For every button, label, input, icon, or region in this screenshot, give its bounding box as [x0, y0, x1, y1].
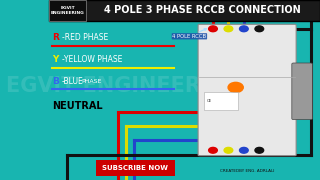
Circle shape	[255, 26, 264, 32]
Circle shape	[209, 26, 217, 32]
FancyBboxPatch shape	[49, 0, 86, 21]
Circle shape	[224, 26, 233, 32]
FancyBboxPatch shape	[96, 160, 174, 176]
Text: Y: Y	[52, 55, 59, 64]
Circle shape	[240, 26, 248, 32]
Text: -BLUE: -BLUE	[62, 76, 84, 86]
Circle shape	[209, 147, 217, 153]
Text: SUBSCRIBE NOW: SUBSCRIBE NOW	[102, 165, 168, 171]
Text: CREATEDBY ENG. ADRLALI: CREATEDBY ENG. ADRLALI	[220, 169, 274, 173]
FancyBboxPatch shape	[292, 63, 312, 120]
Text: B: B	[52, 76, 59, 86]
FancyBboxPatch shape	[49, 0, 320, 21]
FancyBboxPatch shape	[204, 92, 238, 110]
Text: -RED PHASE: -RED PHASE	[62, 33, 108, 42]
Text: PHASE: PHASE	[81, 78, 101, 84]
FancyBboxPatch shape	[198, 24, 296, 156]
Text: NEUTRAL: NEUTRAL	[52, 101, 103, 111]
Text: EGVIT
ENGINEERING: EGVIT ENGINEERING	[51, 6, 84, 15]
Circle shape	[240, 147, 248, 153]
Circle shape	[228, 82, 243, 93]
Text: EGVIT ENGINEERING: EGVIT ENGINEERING	[6, 76, 244, 96]
Circle shape	[255, 147, 264, 153]
Text: CE: CE	[207, 99, 212, 103]
Text: R: R	[52, 33, 59, 42]
Text: 4 POLE 3 PHASE RCCB CONNECTION: 4 POLE 3 PHASE RCCB CONNECTION	[104, 5, 300, 15]
Text: -YELLOW PHASE: -YELLOW PHASE	[62, 55, 123, 64]
Text: 4 POLE RCCB: 4 POLE RCCB	[172, 29, 206, 39]
Circle shape	[224, 147, 233, 153]
